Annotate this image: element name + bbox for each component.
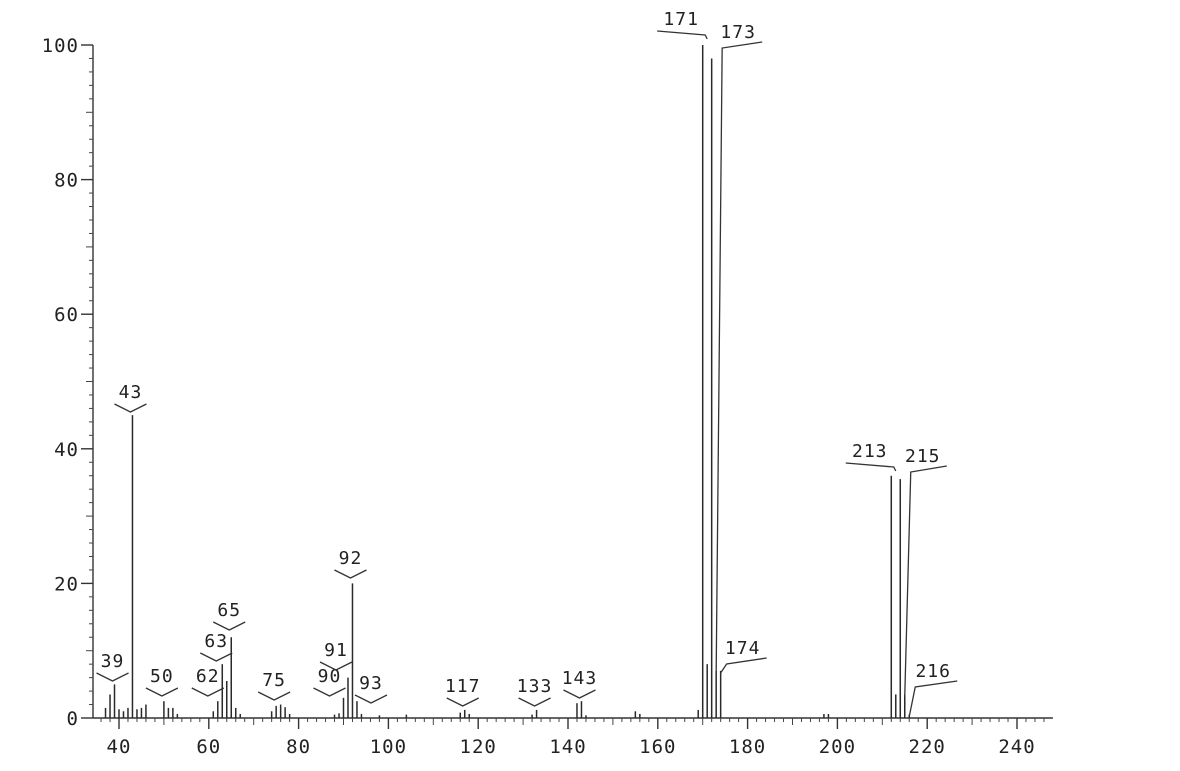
y-tick-label: 80 <box>54 170 79 192</box>
peak-label-leader <box>212 621 246 631</box>
x-tick-label: 140 <box>549 736 586 758</box>
peak-label-leader <box>563 689 596 699</box>
peak-label-leader <box>145 687 179 697</box>
peak-labels: 39 43 50 62 63 65 75 90 91 92 93 117 133 143 171 173 174… <box>96 9 958 717</box>
x-tick-label: 220 <box>909 736 946 758</box>
x-tick-label: 120 <box>460 736 497 758</box>
x-tick-label: 60 <box>196 736 221 758</box>
peak-label-leader <box>319 661 353 671</box>
x-tick-label: 200 <box>819 736 856 758</box>
spectrum-peaks <box>104 45 910 718</box>
peak-label-leader <box>354 694 388 704</box>
peak-label-leader <box>446 697 480 707</box>
peak-label-leader <box>908 680 958 717</box>
x-axis: 40 60 80 100 120 140 160 180 200 220 240 <box>93 717 1053 758</box>
x-tick-label: 40 <box>107 736 132 758</box>
peak-label-leader <box>191 687 225 697</box>
peak-label-leader <box>715 41 763 673</box>
x-tick-label: 100 <box>370 736 407 758</box>
peak-label-leader <box>96 672 129 682</box>
peak-label: 63 <box>204 631 228 652</box>
peak-label-leader <box>257 691 291 701</box>
peak-label-leader <box>518 697 551 707</box>
peak-label: 75 <box>262 670 286 691</box>
y-tick-label: 40 <box>54 439 79 461</box>
y-axis: 0 20 40 60 80 100 <box>42 35 94 730</box>
x-tick-label: 240 <box>998 736 1035 758</box>
peak-label: 65 <box>217 600 241 621</box>
y-tick-label: 60 <box>54 304 79 326</box>
x-tick-label: 160 <box>639 736 676 758</box>
peak-label: 39 <box>101 651 125 672</box>
peak-label: 213 <box>852 441 888 462</box>
peak-label: 93 <box>359 673 383 694</box>
peak-label: 92 <box>339 548 363 569</box>
peak-label: 215 <box>905 446 941 467</box>
peak-label: 173 <box>720 22 756 43</box>
peak-label: 50 <box>150 666 174 687</box>
peak-label: 117 <box>445 676 481 697</box>
peak-label-leader <box>114 403 147 413</box>
peak-label: 43 <box>119 382 143 403</box>
peak-label-leader <box>313 687 346 697</box>
peak-label-leader <box>199 652 233 662</box>
peak-label: 91 <box>324 640 348 661</box>
y-tick-label: 20 <box>54 573 79 595</box>
peak-label: 90 <box>318 666 342 687</box>
x-tick-label: 180 <box>729 736 766 758</box>
peak-label: 62 <box>196 666 220 687</box>
peak-label: 171 <box>663 9 699 30</box>
peak-label: 216 <box>915 661 951 682</box>
y-tick-label: 0 <box>67 708 79 730</box>
peak-label: 133 <box>517 676 553 697</box>
peak-label: 143 <box>562 668 598 689</box>
peak-label-leader <box>720 657 767 674</box>
peak-label-leader <box>845 462 897 472</box>
peak-label: 174 <box>725 638 761 659</box>
x-tick-label: 80 <box>286 736 311 758</box>
peak-label-leader <box>334 569 367 579</box>
peak-label-leader <box>657 30 708 40</box>
peak-label-leader <box>904 465 947 697</box>
y-tick-label: 100 <box>42 35 79 57</box>
